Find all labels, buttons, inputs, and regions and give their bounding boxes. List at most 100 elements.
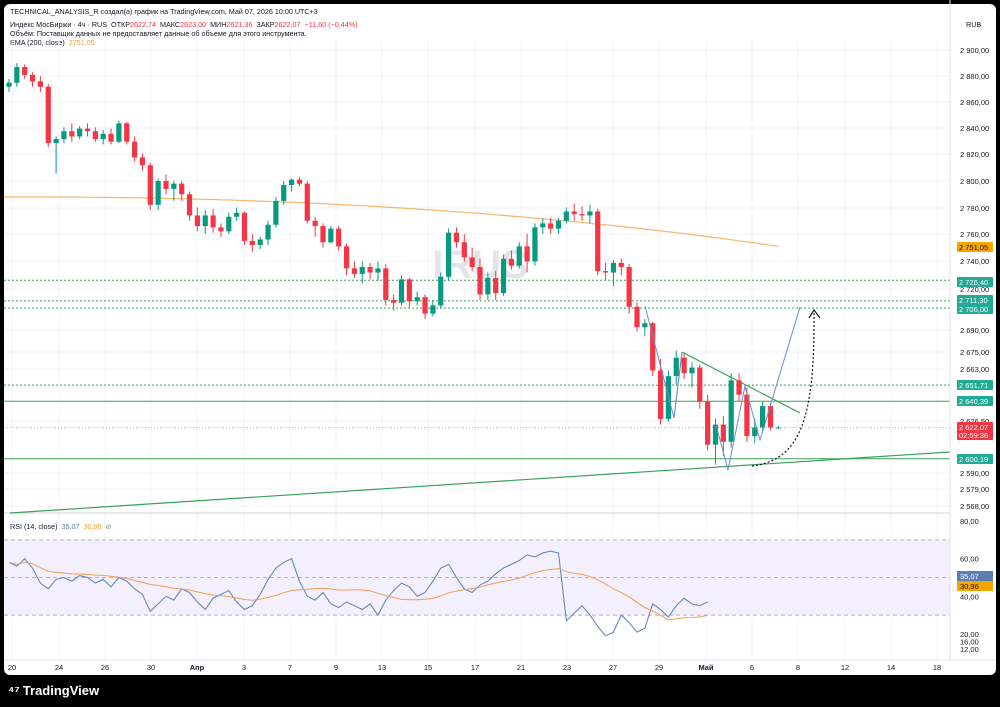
ema-label[interactable]: EMA (200, close): [10, 38, 65, 47]
price-tick-label: 2 720,00: [960, 285, 989, 294]
eye-icon[interactable]: ⊘: [105, 522, 112, 531]
date-tick-label: 21: [517, 663, 525, 672]
date-tick-label: 24: [55, 663, 63, 672]
rsi-value: 35,07: [61, 522, 80, 531]
candle-body: [29, 74, 36, 82]
date-tick-label: 8: [796, 663, 800, 672]
candle-body: [736, 380, 742, 395]
date-tick-label: 26: [101, 663, 109, 672]
price-badge: [957, 380, 993, 390]
price-badge-text: 2 706,00: [959, 305, 988, 314]
candle-body: [163, 181, 169, 189]
price-tick-label: 2 568,00: [960, 502, 989, 511]
brand-name: TradingView: [22, 683, 100, 698]
rsi-ma-badge-text: 30,96: [960, 582, 979, 591]
candle-body: [296, 179, 303, 184]
candle-body: [712, 424, 719, 445]
candle-body: [760, 406, 766, 428]
candle-body: [202, 215, 208, 227]
rsi-badge-text: 35,07: [960, 572, 979, 581]
price-tick-label: 2 860,00: [960, 98, 989, 107]
date-tick-label: Май: [698, 663, 714, 672]
price-badge: [957, 295, 993, 305]
candle-body: [257, 239, 263, 245]
date-tick-label: 3: [242, 663, 246, 672]
tradingview-logo[interactable]: ⁴⁷ TradingView: [8, 683, 99, 698]
candle-body: [367, 267, 373, 273]
candle-body: [179, 183, 185, 195]
rsi-tick-label: 60,00: [960, 555, 979, 564]
open-value: 2622,74: [130, 20, 156, 29]
candle-body: [336, 228, 342, 247]
footer-bar: [0, 675, 1000, 707]
candle-body: [438, 276, 444, 306]
candle-body: [453, 232, 460, 243]
candle-body: [603, 271, 609, 273]
rsi-legend[interactable]: RSI (14, close) 35,07 30,96 ⊘: [10, 522, 112, 531]
price-badge-text: 2 651,71: [959, 381, 988, 390]
legend-main[interactable]: Индекс МосБиржи · 4ч · RUS ОТКР2622,74 М…: [10, 20, 358, 29]
candle-body: [767, 406, 774, 428]
zigzag-left: [644, 305, 683, 419]
price-badge: [957, 242, 993, 252]
price-badge: [957, 430, 993, 440]
price-tick-label: 2 690,00: [960, 326, 989, 335]
candle-body: [273, 200, 279, 225]
price-tick-label: 2 880,00: [960, 72, 989, 81]
candle-body: [265, 224, 271, 240]
candle-body: [84, 128, 91, 132]
rsi-badge: [957, 571, 993, 581]
candle-body: [469, 257, 475, 267]
rsi-tick-label: 20,00: [960, 630, 979, 639]
candle-body: [744, 394, 750, 437]
candle-body: [241, 212, 248, 241]
close-value: 2622,07: [274, 20, 301, 29]
candle-body: [555, 220, 562, 229]
symbol-label[interactable]: Индекс МосБиржи · 4ч · RUS: [10, 20, 108, 29]
candle-body: [508, 258, 514, 266]
date-tick-label: Апр: [190, 663, 205, 672]
candle-body: [171, 183, 177, 189]
candle-body: [383, 268, 389, 300]
candle-body: [571, 211, 577, 215]
candle-body: [524, 246, 530, 262]
candle-body: [650, 323, 656, 371]
candle-body: [485, 278, 491, 295]
candle-body: [100, 133, 106, 140]
price-tick-label: 2 626,50: [960, 417, 989, 426]
price-badge-text: 2 640,39: [959, 397, 988, 406]
price-tick-label: 2 840,00: [960, 124, 989, 133]
candle-body: [6, 82, 12, 87]
candle-body: [461, 242, 467, 258]
candle-body: [657, 370, 664, 419]
price-tick-label: 2 663,00: [960, 365, 989, 374]
date-tick-label: 9: [334, 663, 338, 672]
candle-body: [548, 223, 554, 229]
price-badge-text: 02:59:36: [959, 431, 988, 440]
candle-body: [132, 141, 138, 158]
candle-body: [375, 268, 381, 273]
candle-body: [45, 86, 51, 144]
candle-body: [446, 232, 452, 277]
candle-body: [775, 427, 781, 429]
rsi-ma-badge: [957, 581, 993, 591]
candle-body: [626, 267, 632, 307]
price-badge-text: 2 711,30: [959, 296, 988, 305]
forecast-arrow-head: [808, 308, 821, 319]
price-badge: [957, 304, 993, 314]
candle-body: [186, 194, 193, 216]
volume-note: Объём: Поставщик данных не предоставляет…: [10, 29, 307, 38]
candle-body: [642, 323, 648, 328]
candle-body: [720, 424, 726, 442]
candle-body: [37, 81, 43, 87]
candle-body: [77, 128, 83, 137]
candle-body: [540, 223, 546, 228]
candle-body: [328, 228, 334, 243]
ema-legend[interactable]: EMA (200, close) 2751,05: [10, 38, 95, 47]
date-tick-label: 20: [8, 663, 16, 672]
date-tick-label: 23: [563, 663, 571, 672]
date-tick-label: 6: [750, 663, 754, 672]
price-tick-label: 2 820,00: [960, 150, 989, 159]
rsi-label[interactable]: RSI (14, close): [10, 522, 58, 531]
